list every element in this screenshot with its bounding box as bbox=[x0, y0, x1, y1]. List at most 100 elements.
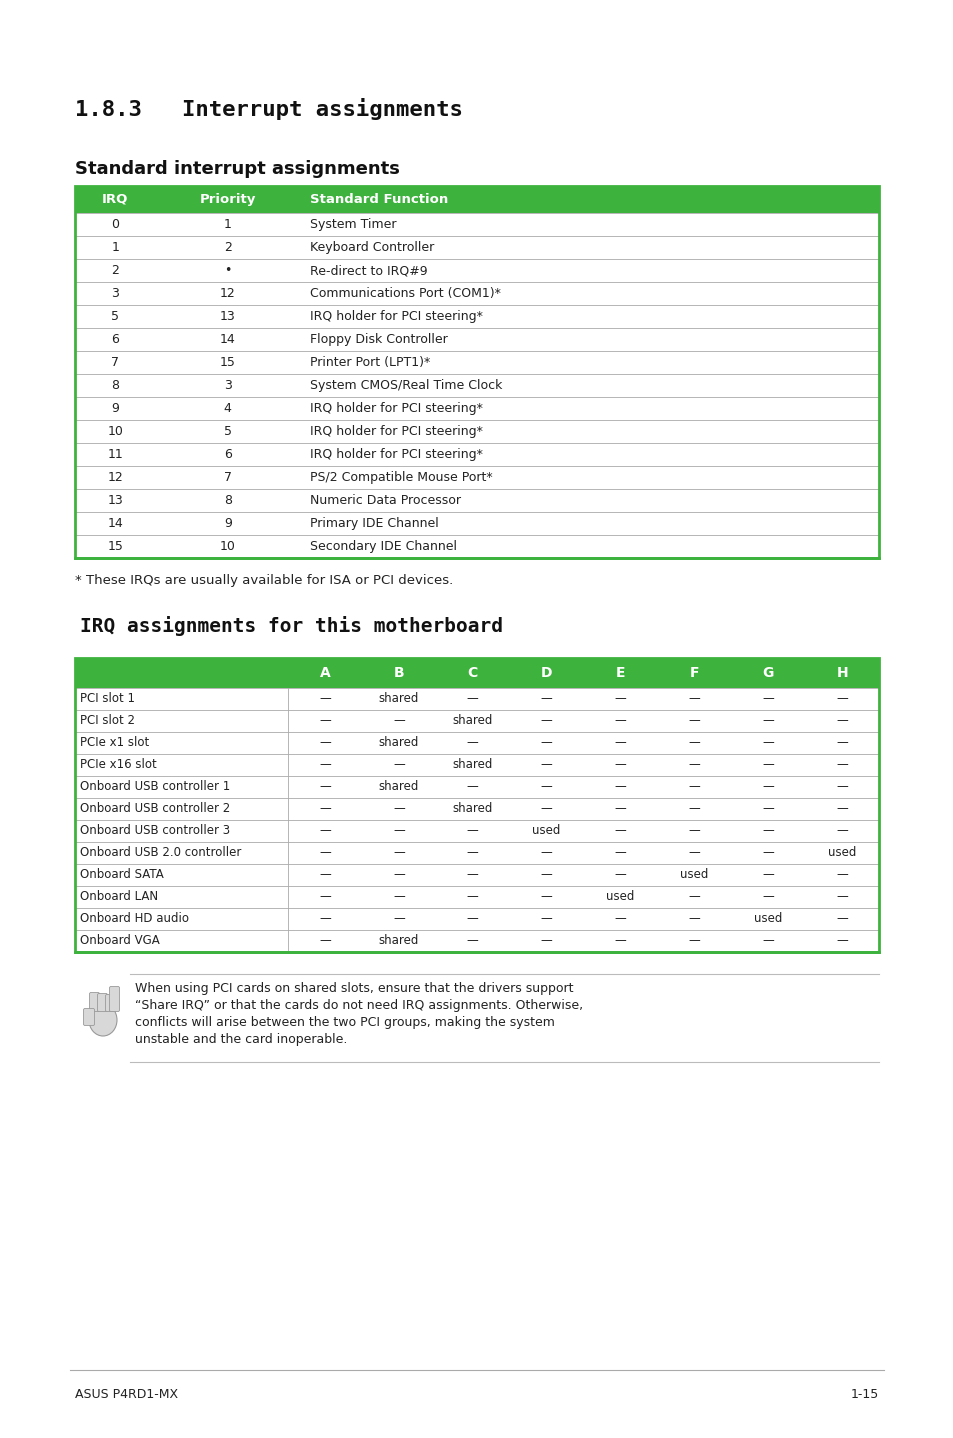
FancyBboxPatch shape bbox=[90, 992, 99, 1011]
Text: 7: 7 bbox=[112, 357, 119, 370]
Text: —: — bbox=[466, 890, 478, 903]
Text: 10: 10 bbox=[219, 541, 235, 554]
Text: Re-direct to IRQ#9: Re-direct to IRQ#9 bbox=[310, 265, 427, 278]
Ellipse shape bbox=[89, 1004, 117, 1035]
Text: —: — bbox=[688, 847, 700, 860]
Text: 1: 1 bbox=[112, 242, 119, 255]
Text: —: — bbox=[319, 736, 331, 749]
Text: —: — bbox=[540, 935, 552, 948]
Text: —: — bbox=[836, 890, 847, 903]
Text: —: — bbox=[466, 913, 478, 926]
FancyBboxPatch shape bbox=[106, 995, 115, 1011]
Text: —: — bbox=[540, 781, 552, 794]
Text: —: — bbox=[614, 781, 626, 794]
Text: —: — bbox=[761, 758, 774, 772]
Text: G: G bbox=[761, 666, 773, 680]
Text: IRQ holder for PCI steering*: IRQ holder for PCI steering* bbox=[310, 426, 482, 439]
Text: 1-15: 1-15 bbox=[850, 1388, 878, 1401]
Text: IRQ assignments for this motherboard: IRQ assignments for this motherboard bbox=[80, 615, 502, 636]
Text: •: • bbox=[224, 265, 232, 278]
Text: used: used bbox=[679, 869, 708, 881]
Text: —: — bbox=[319, 758, 331, 772]
Text: Printer Port (LPT1)*: Printer Port (LPT1)* bbox=[310, 357, 430, 370]
Text: —: — bbox=[319, 890, 331, 903]
Text: —: — bbox=[393, 913, 404, 926]
Text: —: — bbox=[836, 781, 847, 794]
Text: shared: shared bbox=[378, 935, 418, 948]
Text: —: — bbox=[540, 847, 552, 860]
Text: PCIe x1 slot: PCIe x1 slot bbox=[80, 736, 149, 749]
Text: —: — bbox=[688, 693, 700, 706]
Text: —: — bbox=[393, 802, 404, 815]
Text: —: — bbox=[688, 890, 700, 903]
Text: —: — bbox=[319, 715, 331, 728]
Text: Onboard USB 2.0 controller: Onboard USB 2.0 controller bbox=[80, 847, 241, 860]
Text: —: — bbox=[836, 802, 847, 815]
Text: shared: shared bbox=[378, 736, 418, 749]
Text: —: — bbox=[761, 802, 774, 815]
Text: —: — bbox=[393, 890, 404, 903]
Text: 10: 10 bbox=[107, 426, 123, 439]
Text: PS/2 Compatible Mouse Port*: PS/2 Compatible Mouse Port* bbox=[310, 472, 493, 485]
Text: C: C bbox=[467, 666, 477, 680]
Text: —: — bbox=[466, 824, 478, 837]
Text: used: used bbox=[754, 913, 781, 926]
Text: —: — bbox=[836, 736, 847, 749]
Text: Numeric Data Processor: Numeric Data Processor bbox=[310, 495, 460, 508]
Text: —: — bbox=[761, 847, 774, 860]
Text: shared: shared bbox=[378, 693, 418, 706]
Text: —: — bbox=[688, 935, 700, 948]
FancyBboxPatch shape bbox=[110, 986, 119, 1011]
Text: —: — bbox=[540, 758, 552, 772]
Text: Primary IDE Channel: Primary IDE Channel bbox=[310, 518, 438, 531]
Text: —: — bbox=[761, 693, 774, 706]
Text: —: — bbox=[688, 802, 700, 815]
Text: IRQ holder for PCI steering*: IRQ holder for PCI steering* bbox=[310, 449, 482, 462]
Text: —: — bbox=[836, 715, 847, 728]
Bar bbox=[75, 659, 878, 687]
Text: 6: 6 bbox=[224, 449, 232, 462]
Text: used: used bbox=[827, 847, 856, 860]
Text: —: — bbox=[393, 824, 404, 837]
Text: —: — bbox=[761, 869, 774, 881]
Text: B: B bbox=[394, 666, 404, 680]
Text: —: — bbox=[393, 847, 404, 860]
Text: —: — bbox=[540, 715, 552, 728]
Text: —: — bbox=[319, 869, 331, 881]
Text: —: — bbox=[393, 715, 404, 728]
Text: shared: shared bbox=[452, 715, 493, 728]
Text: —: — bbox=[540, 890, 552, 903]
Text: ASUS P4RD1-MX: ASUS P4RD1-MX bbox=[75, 1388, 178, 1401]
Text: Priority: Priority bbox=[199, 193, 255, 206]
Text: Standard Function: Standard Function bbox=[310, 193, 448, 206]
Text: 7: 7 bbox=[224, 472, 232, 485]
Text: —: — bbox=[614, 935, 626, 948]
Text: conflicts will arise between the two PCI groups, making the system: conflicts will arise between the two PCI… bbox=[135, 1017, 555, 1030]
Text: 14: 14 bbox=[219, 334, 235, 347]
Text: Keyboard Controller: Keyboard Controller bbox=[310, 242, 434, 255]
Text: —: — bbox=[614, 913, 626, 926]
Text: 12: 12 bbox=[107, 472, 123, 485]
Text: —: — bbox=[836, 824, 847, 837]
Text: —: — bbox=[761, 824, 774, 837]
Text: 15: 15 bbox=[219, 357, 235, 370]
Text: 8: 8 bbox=[112, 380, 119, 393]
Text: 1.8.3   Interrupt assignments: 1.8.3 Interrupt assignments bbox=[75, 98, 462, 119]
Text: —: — bbox=[614, 715, 626, 728]
Text: Secondary IDE Channel: Secondary IDE Channel bbox=[310, 541, 456, 554]
Text: —: — bbox=[688, 913, 700, 926]
Text: shared: shared bbox=[378, 781, 418, 794]
Text: —: — bbox=[319, 913, 331, 926]
Text: —: — bbox=[688, 758, 700, 772]
Text: used: used bbox=[532, 824, 560, 837]
Text: —: — bbox=[466, 847, 478, 860]
Text: —: — bbox=[836, 869, 847, 881]
Text: —: — bbox=[688, 736, 700, 749]
Text: Communications Port (COM1)*: Communications Port (COM1)* bbox=[310, 288, 500, 301]
Text: System CMOS/Real Time Clock: System CMOS/Real Time Clock bbox=[310, 380, 502, 393]
Text: 3: 3 bbox=[224, 380, 232, 393]
Text: 3: 3 bbox=[112, 288, 119, 301]
Text: —: — bbox=[836, 935, 847, 948]
Text: 5: 5 bbox=[224, 426, 232, 439]
Text: 1: 1 bbox=[224, 219, 232, 232]
